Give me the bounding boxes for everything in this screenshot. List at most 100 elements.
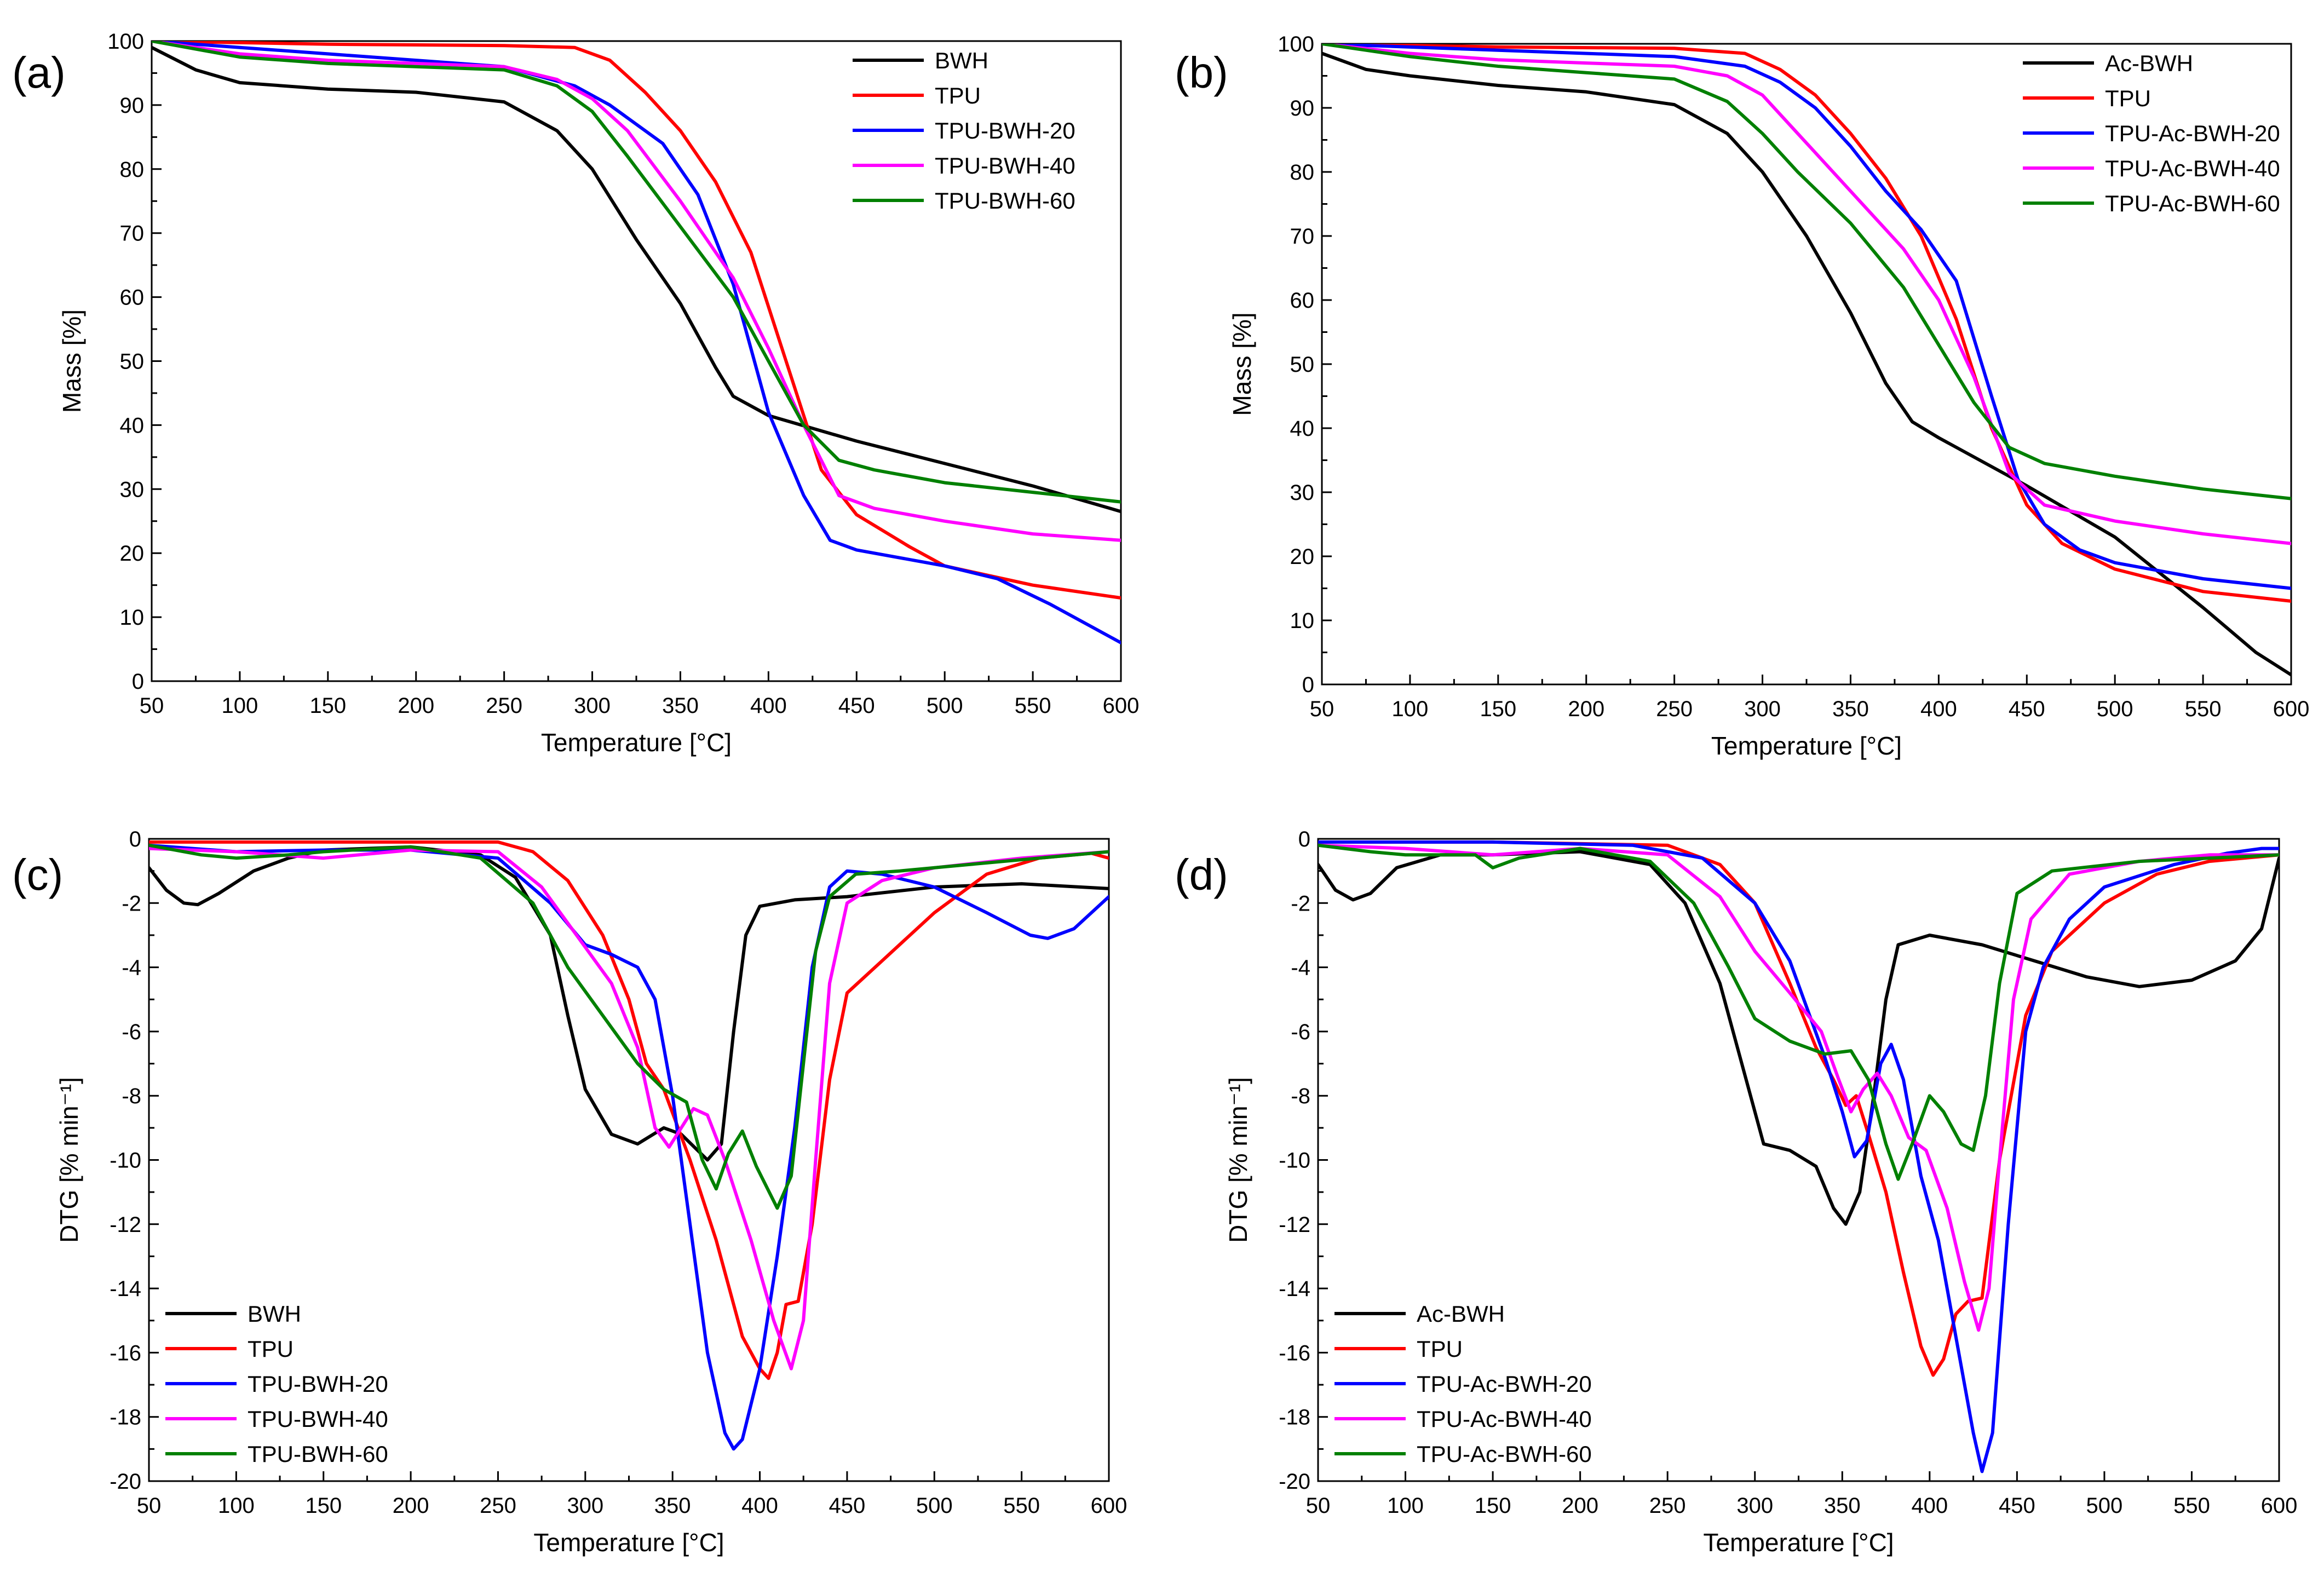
y-tick-label-d: -6 (1291, 1020, 1310, 1044)
x-tick-label-a: 150 (309, 694, 346, 718)
x-tick-label-c: 550 (1003, 1494, 1040, 1518)
x-tick-label-a: 100 (222, 694, 258, 718)
y-tick-label-d: -8 (1291, 1084, 1310, 1108)
legend-label-d: TPU-Ac-BWH-60 (1417, 1441, 1592, 1467)
series-line-b-tpu-ac-bwh-20 (1322, 44, 2291, 590)
y-tick-label-c: -6 (122, 1020, 141, 1044)
legend-label-b: TPU-Ac-BWH-40 (2105, 156, 2280, 181)
legend-label-c: BWH (248, 1301, 301, 1327)
x-tick-label-d: 550 (2173, 1494, 2210, 1518)
y-tick-label-b: 60 (1290, 289, 1315, 313)
x-tick-label-a: 400 (750, 694, 787, 718)
series-line-c-bwh (149, 845, 1109, 1162)
panel-label-d: (d) (1175, 850, 1228, 899)
legend-label-b: TPU (2105, 85, 2151, 111)
y-tick-label-b: 50 (1290, 353, 1315, 377)
y-tick-label-a: 100 (107, 30, 144, 54)
y-tick-label-c: -2 (122, 891, 141, 915)
y-tick-label-a: 60 (120, 286, 145, 310)
legend-b: Ac-BWH TPU TPU-Ac-BWH-20 TPU-Ac-BWH-40 TPU-A… (2023, 50, 2280, 216)
legend-label-a: TPU (935, 83, 981, 108)
x-tick-label-b: 50 (1310, 697, 1334, 721)
panel-d: (d) 50 100 150 200 250 300 350 400 450 500 550 600 -2… (1175, 827, 2297, 1557)
x-tick-label-d: 600 (2261, 1494, 2298, 1518)
panel-a: (a) 50 100 150 200 250 300 350 400 450 500 550 600 0 1… (12, 30, 1139, 757)
y-tick-label-b: 10 (1290, 609, 1315, 633)
y-tick-label-d: 0 (1298, 827, 1310, 851)
x-tick-label-c: 50 (137, 1494, 162, 1518)
x-tick-label-a: 300 (574, 694, 611, 718)
y-tick-label-c: -14 (110, 1277, 141, 1301)
series-line-a-bwh (152, 45, 1121, 514)
series-line-b-ac-bwh (1322, 51, 2291, 677)
x-tick-label-c: 450 (829, 1494, 866, 1518)
x-tick-label-b: 300 (1744, 697, 1781, 721)
x-tick-label-b: 450 (2009, 697, 2045, 721)
y-axis-title-b: Mass [%] (1228, 312, 1256, 416)
legend-label-b: Ac-BWH (2105, 50, 2193, 76)
x-tick-label-a: 200 (398, 694, 434, 718)
y-tick-label-d: -2 (1291, 891, 1310, 915)
x-tick-label-b: 200 (1568, 697, 1604, 721)
legend-label-a: TPU-BWH-20 (935, 118, 1075, 143)
x-tick-label-a: 50 (140, 694, 164, 718)
y-tick-label-b: 70 (1290, 224, 1315, 249)
panel-b: (b) 50 100 150 200 250 300 350 400 450 500 550 600 0 1… (1175, 32, 2309, 760)
x-tick-label-a: 450 (838, 694, 875, 718)
series-line-c-tpu-bwh-20 (149, 843, 1109, 1451)
y-tick-label-b: 100 (1278, 32, 1314, 56)
series-line-c-tpu-bwh-40 (149, 847, 1109, 1371)
y-tick-label-a: 0 (132, 670, 144, 694)
x-tick-label-a: 250 (486, 694, 522, 718)
y-axis-title-d: DTG [% min⁻¹] (1224, 1077, 1252, 1243)
x-tick-label-a: 600 (1103, 694, 1140, 718)
y-tick-label-a: 80 (120, 158, 145, 182)
legend-label-a: BWH (935, 48, 988, 73)
x-tick-label-d: 350 (1824, 1494, 1861, 1518)
x-tick-label-c: 100 (218, 1494, 255, 1518)
y-tick-label-b: 90 (1290, 96, 1315, 120)
y-axis-title-c: DTG [% min⁻¹] (55, 1077, 83, 1243)
x-tick-label-a: 500 (927, 694, 963, 718)
legend-c: BWH TPU TPU-BWH-20 TPU-BWH-40 TPU-BWH-60 (165, 1301, 388, 1467)
series-line-b-tpu-ac-bwh-60 (1322, 44, 2291, 500)
y-tick-label-c: -10 (110, 1149, 141, 1173)
x-tick-label-c: 250 (480, 1494, 516, 1518)
y-tick-label-d: -16 (1279, 1341, 1310, 1365)
x-tick-label-d: 500 (2086, 1494, 2123, 1518)
y-tick-label-d: -18 (1279, 1406, 1310, 1430)
series-line-a-tpu-bwh-60 (152, 41, 1121, 504)
x-tick-label-b: 400 (1920, 697, 1957, 721)
legend-label-a: TPU-BWH-40 (935, 153, 1075, 178)
y-tick-label-d: -4 (1291, 956, 1310, 980)
series-line-c-tpu (149, 840, 1109, 1380)
y-tick-label-a: 30 (120, 477, 145, 502)
series-line-c-tpu-bwh-60 (149, 843, 1109, 1210)
x-axis-title-a: Temperature [°C] (541, 728, 732, 757)
y-tick-label-c: 0 (129, 827, 141, 851)
x-tick-label-d: 450 (1999, 1494, 2035, 1518)
legend-label-c: TPU-BWH-20 (248, 1371, 388, 1397)
series-line-b-tpu-ac-bwh-40 (1322, 44, 2291, 545)
legend-label-c: TPU (248, 1336, 294, 1362)
panel-label-b: (b) (1175, 48, 1228, 97)
y-tick-label-b: 20 (1290, 545, 1315, 569)
series-line-b-tpu (1322, 44, 2291, 603)
series-line-a-tpu-bwh-40 (152, 41, 1121, 542)
x-tick-label-b: 600 (2273, 697, 2310, 721)
panel-c: (c) 50 100 150 200 250 300 350 400 450 500 550 600 -2… (12, 827, 1127, 1557)
x-tick-label-a: 550 (1015, 694, 1051, 718)
y-tick-label-c: -12 (110, 1213, 141, 1237)
x-tick-label-d: 100 (1387, 1494, 1424, 1518)
y-tick-label-a: 50 (120, 350, 145, 374)
legend-label-b: TPU-Ac-BWH-60 (2105, 191, 2280, 216)
legend-d: Ac-BWH TPU TPU-Ac-BWH-20 TPU-Ac-BWH-40 TPU-A… (1334, 1301, 1592, 1467)
y-tick-label-a: 40 (120, 413, 145, 437)
x-tick-label-b: 100 (1392, 697, 1429, 721)
x-tick-label-d: 200 (1562, 1494, 1598, 1518)
legend-label-d: Ac-BWH (1417, 1301, 1505, 1327)
legend-label-c: TPU-BWH-40 (248, 1406, 388, 1432)
x-tick-label-c: 350 (654, 1494, 691, 1518)
y-tick-label-c: -20 (110, 1470, 141, 1494)
